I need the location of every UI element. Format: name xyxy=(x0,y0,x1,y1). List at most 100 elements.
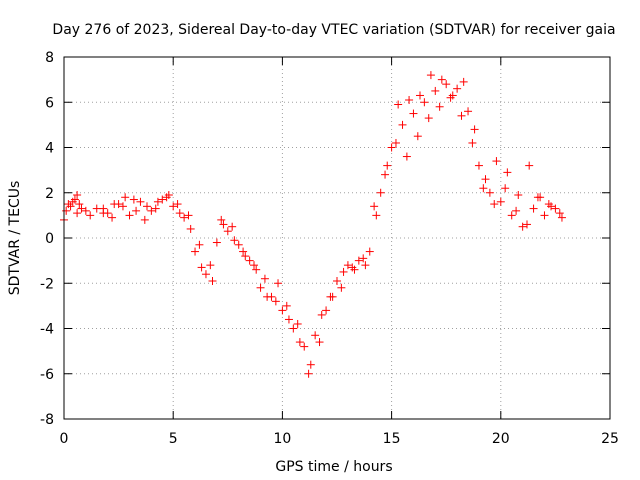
data-point xyxy=(525,161,534,170)
data-point xyxy=(405,95,414,104)
y-tick-label: -4 xyxy=(40,322,54,338)
data-point xyxy=(413,132,422,141)
data-point xyxy=(142,202,151,211)
data-point xyxy=(402,152,411,161)
data-point xyxy=(206,261,215,270)
data-point xyxy=(173,200,182,209)
data-point xyxy=(260,274,269,283)
data-point xyxy=(470,125,479,134)
data-point xyxy=(339,267,348,276)
data-point xyxy=(271,297,280,306)
data-point xyxy=(234,240,243,249)
data-point xyxy=(197,263,206,272)
data-point xyxy=(282,301,291,310)
data-point xyxy=(311,331,320,340)
y-tick-labels: -8 -6 -4 -2 0 2 4 6 8 xyxy=(40,50,54,428)
data-point xyxy=(420,98,429,107)
data-point xyxy=(544,200,553,209)
data-point xyxy=(464,107,473,116)
data-point xyxy=(383,161,392,170)
data-point xyxy=(437,75,446,84)
data-point xyxy=(391,138,400,147)
y-tick-label: 0 xyxy=(45,231,54,247)
data-point xyxy=(99,204,108,213)
data-point xyxy=(212,238,221,247)
x-tick-label: 0 xyxy=(60,431,69,447)
y-tick-label: -8 xyxy=(40,412,54,428)
data-point xyxy=(125,211,134,220)
data-point xyxy=(459,77,468,86)
data-point xyxy=(239,247,248,256)
y-tick-label: -6 xyxy=(40,367,54,383)
data-point xyxy=(263,292,272,301)
x-tick-label: 5 xyxy=(169,431,178,447)
data-point xyxy=(151,204,160,213)
data-point xyxy=(147,206,156,215)
data-point xyxy=(448,91,457,100)
data-point xyxy=(394,100,403,109)
data-point xyxy=(252,265,261,274)
data-point xyxy=(415,91,424,100)
x-tick-label: 25 xyxy=(601,431,619,447)
data-point xyxy=(365,247,374,256)
data-point xyxy=(300,342,309,351)
data-point xyxy=(304,369,313,378)
data-point xyxy=(551,204,560,213)
y-tick-label: 4 xyxy=(45,141,54,157)
data-point xyxy=(180,213,189,222)
data-point xyxy=(293,319,302,328)
data-point xyxy=(169,202,178,211)
data-point xyxy=(398,120,407,129)
data-point xyxy=(217,215,226,224)
data-point xyxy=(195,240,204,249)
data-point xyxy=(278,306,287,315)
data-point xyxy=(435,102,444,111)
data-point xyxy=(376,188,385,197)
data-point xyxy=(284,315,293,324)
axis-ticks xyxy=(63,56,611,420)
data-point xyxy=(132,206,141,215)
data-point xyxy=(479,184,488,193)
data-point xyxy=(136,197,145,206)
data-point xyxy=(184,211,193,220)
data-point xyxy=(86,211,95,220)
data-point xyxy=(518,222,527,231)
data-point xyxy=(219,220,228,229)
data-point xyxy=(223,227,232,236)
data-point xyxy=(64,200,73,209)
data-point xyxy=(162,193,171,202)
x-tick-labels: 0 5 10 15 20 25 xyxy=(60,431,619,447)
data-point xyxy=(348,263,357,272)
y-tick-label: 6 xyxy=(45,95,54,111)
data-point xyxy=(110,200,119,209)
data-point xyxy=(442,80,451,89)
data-point xyxy=(426,71,435,80)
data-point xyxy=(118,202,127,211)
data-point xyxy=(228,222,237,231)
data-point xyxy=(164,191,173,200)
data-point xyxy=(245,256,254,265)
data-point xyxy=(250,261,259,270)
data-point xyxy=(121,193,130,202)
data-point xyxy=(523,220,532,229)
data-point xyxy=(492,157,501,166)
data-point xyxy=(68,197,77,206)
data-point xyxy=(431,86,440,95)
data-point xyxy=(446,93,455,102)
data-point xyxy=(62,206,71,215)
data-point xyxy=(70,195,79,204)
data-point xyxy=(77,204,86,213)
data-point xyxy=(457,111,466,120)
data-point xyxy=(306,360,315,369)
data-point xyxy=(474,161,483,170)
data-point xyxy=(191,247,200,256)
data-point xyxy=(387,143,396,152)
data-point xyxy=(201,270,210,279)
data-point xyxy=(557,213,566,222)
data-point xyxy=(485,188,494,197)
data-point xyxy=(81,206,90,215)
data-point xyxy=(481,175,490,184)
data-point xyxy=(289,324,298,333)
x-tick-label: 10 xyxy=(273,431,291,447)
